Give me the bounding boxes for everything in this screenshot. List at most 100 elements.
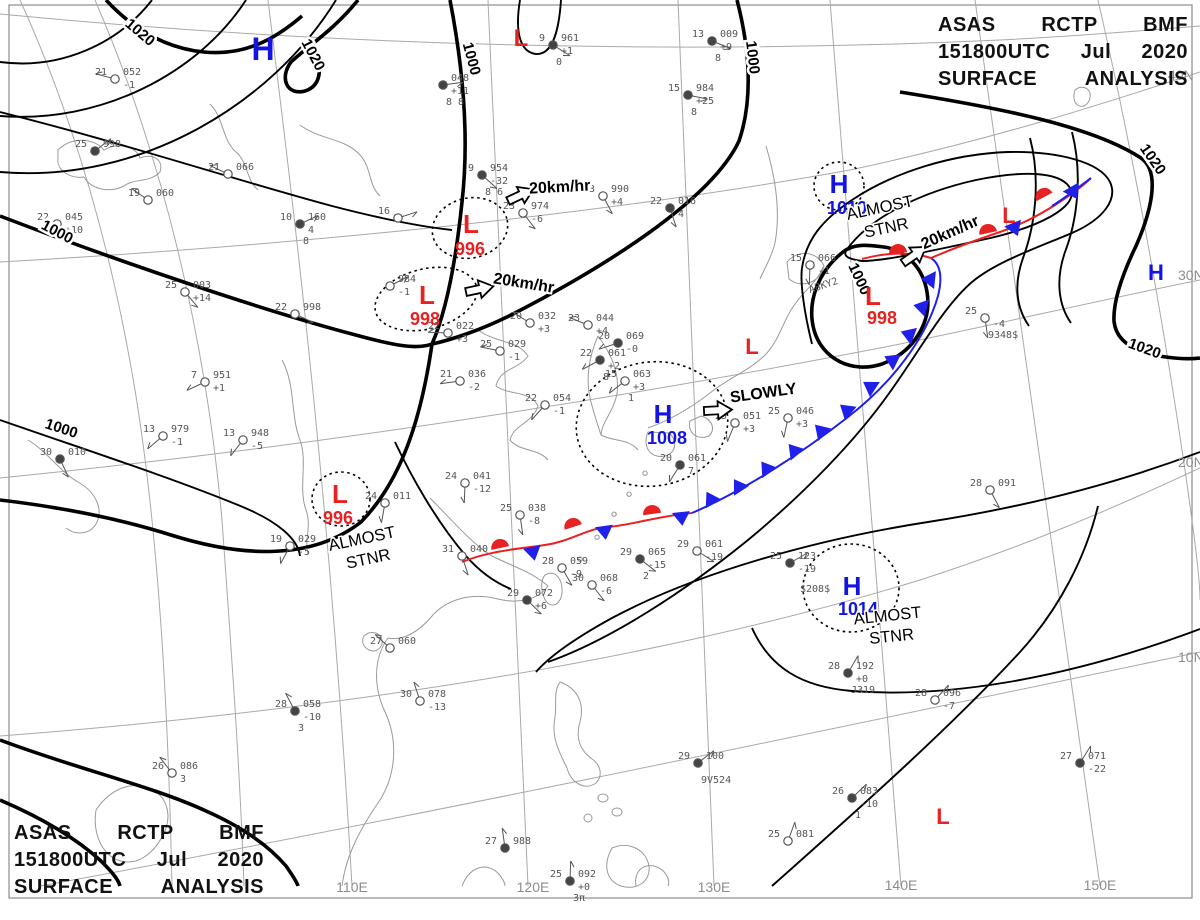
station-circle-icon [635, 554, 645, 564]
pressure-center-high: H [251, 31, 274, 67]
coastline [647, 266, 824, 429]
station-plot: 25 029 -1 [480, 339, 526, 363]
station-temperature: 20 [598, 331, 610, 342]
cold-front-triangle-icon [814, 424, 832, 441]
warm-front-semicircle-icon [564, 517, 582, 530]
station-circle-icon [805, 260, 815, 270]
station-temperature: 21 [95, 67, 107, 78]
station-circle-icon [223, 169, 233, 179]
station-plot: 20 061 7 [660, 453, 706, 483]
pressure-center-dotted-ring [311, 471, 371, 527]
station-extra: 8 [691, 107, 697, 118]
pressure-center-value: 998 [867, 308, 897, 328]
coastline [606, 844, 650, 888]
station-plot: 7 951 +1 [186, 370, 231, 394]
coastline [281, 359, 309, 555]
station-plot: 9 954 -328 6 [468, 163, 508, 198]
coastline [541, 572, 563, 606]
station-plot: 31 040 [442, 544, 488, 576]
station-tendency: +11 [451, 86, 469, 97]
wind-barb-tick-icon [209, 164, 217, 167]
wind-barb-tick-icon [700, 98, 708, 102]
station-circle-icon [525, 318, 535, 328]
cold-front-triangle-icon [761, 461, 777, 479]
station-temperature: 10 [280, 212, 292, 223]
high-symbol: H [830, 169, 849, 199]
pressure-center-low: L [936, 804, 949, 829]
station-plot: 22 045 +10 [37, 212, 83, 238]
station-pressure: 954 [490, 163, 508, 174]
station-tendency: +0 [578, 882, 590, 893]
station-circle-icon [515, 510, 525, 520]
station-temperature: 25 [480, 339, 492, 350]
station-extra: 8 8 [446, 97, 464, 108]
station-temperature: 28 [970, 478, 982, 489]
cold-front-triangle-icon [705, 491, 722, 509]
station-plot: 23 990 +4 [583, 184, 629, 215]
wind-barb-tick-icon [285, 692, 292, 698]
longitude-label: 140E [885, 877, 918, 893]
station-tendency: -22 [1088, 764, 1106, 775]
cold-front-triangle-icon [788, 444, 805, 461]
station-circle-icon [393, 213, 403, 223]
station-pressure: 065 [648, 547, 666, 558]
station-plot: 22 054 -1 [525, 393, 571, 421]
coastlines [27, 86, 1091, 888]
isobar-line [430, 0, 468, 345]
movement-speed-label: SLOWLY [729, 380, 798, 406]
station-plot: 25 998 [75, 138, 121, 156]
movement-arrow-icon [702, 399, 734, 421]
station-tendency: 7 [688, 466, 694, 477]
coastline [1073, 86, 1091, 107]
station-pressure: 961 [561, 33, 579, 44]
station-pressure: 060 [156, 188, 174, 199]
station-plot: 20 069 -0 [598, 331, 644, 355]
station-pressure: 071 [1088, 751, 1106, 762]
station-pressure: 990 [611, 184, 629, 195]
wind-barb-tick-icon [598, 343, 604, 350]
map-frame [8, 4, 1193, 899]
wind-barb-tick-icon [412, 211, 418, 218]
station-circle-icon [565, 876, 575, 886]
wind-barb-tick-icon [62, 472, 69, 478]
station-plot: 27 988 [485, 827, 531, 853]
pressure-center-value: 998 [410, 309, 440, 329]
low-symbol: L [1002, 203, 1015, 228]
station-plot: 23 974 -6 [503, 201, 549, 230]
low-symbol: L [745, 334, 758, 359]
station-temperature: 29 [678, 751, 690, 762]
wind-barb-tick-icon [570, 860, 575, 868]
station-temperature: 7 [191, 370, 197, 381]
station-pressure: 052 [123, 67, 141, 78]
station-circle-icon [295, 219, 305, 229]
movement-arrow-icon [464, 278, 496, 300]
station-circle-icon [477, 170, 487, 180]
station-pressure: 951 [213, 370, 231, 381]
station-circle-icon [730, 418, 740, 428]
station-tendency: -12 [473, 484, 491, 495]
station-plot: 21 036 -2 [439, 369, 486, 393]
graticule-line [487, 0, 529, 887]
front-line [691, 257, 942, 514]
latitude-label: 10N [1178, 649, 1200, 665]
station-temperature: 30 [40, 447, 52, 458]
station-tendency: +14 [193, 293, 211, 304]
station-plot: 23 044 +4 [568, 313, 614, 337]
station-plot: 15 066 -1 [790, 253, 836, 286]
station-circle-icon [785, 558, 795, 568]
station-tendency: +2 [608, 361, 620, 372]
station-plot: 30 010 [40, 447, 86, 478]
low-symbol: L [419, 280, 435, 310]
station-temperature: 20 [510, 311, 522, 322]
station-temperature: 22 [37, 212, 49, 223]
wind-barb-tick-icon [489, 186, 497, 189]
pressure-center-value: 996 [455, 239, 485, 259]
station-temperature: 23 [583, 184, 595, 195]
cold-front-triangle-icon [840, 404, 857, 421]
